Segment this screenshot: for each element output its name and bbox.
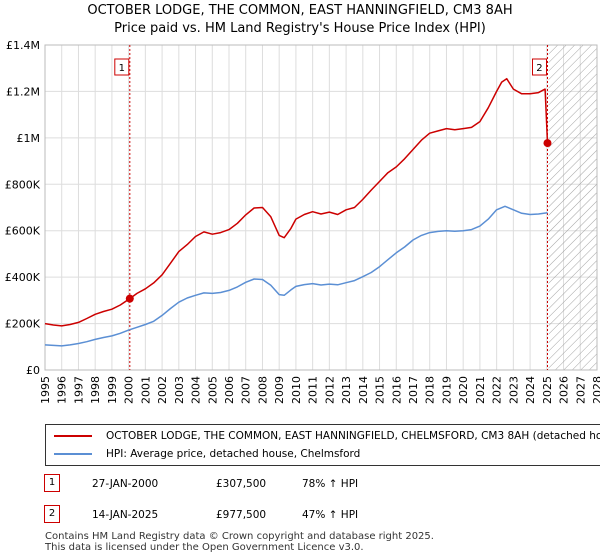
transaction-price: £977,500 (216, 509, 267, 521)
x-tick-label: 2021 (474, 376, 487, 404)
legend-swatch-property (54, 435, 92, 437)
x-tick-label: 2011 (307, 376, 320, 404)
x-tick-label: 2025 (541, 376, 554, 404)
x-tick-label: 2017 (407, 376, 420, 404)
y-tick-label: £800K (5, 178, 41, 191)
footer-line1: Contains HM Land Registry data © Crown c… (45, 531, 434, 542)
y-tick-label: £1.4M (6, 39, 40, 52)
transaction-hpi-change: 78% ↑ HPI (302, 478, 359, 490)
y-tick-label: £1.2M (6, 85, 40, 98)
x-tick-label: 2022 (491, 376, 504, 404)
footer: Contains HM Land Registry data © Crown c… (45, 531, 434, 553)
sale-point (543, 139, 552, 148)
x-tick-label: 2018 (424, 376, 437, 404)
series-line (44, 205, 548, 347)
x-tick-label: 2016 (390, 376, 403, 404)
x-tick-label: 2005 (206, 376, 219, 404)
y-tick-label: £1M (17, 132, 41, 145)
x-tick-label: 2027 (574, 376, 587, 404)
x-tick-label: 2014 (357, 376, 370, 404)
y-tick-label: £600K (5, 225, 41, 238)
x-tick-label: 2010 (290, 376, 303, 404)
x-tick-label: 2012 (323, 376, 336, 404)
transaction-price: £307,500 (216, 478, 267, 490)
footer-line2: This data is licensed under the Open Gov… (45, 542, 364, 553)
x-tick-label: 1995 (39, 376, 52, 404)
sale-point (125, 294, 134, 303)
x-tick-label: 2023 (507, 376, 520, 404)
legend-item-hpi: HPI: Average price, detached house, Chel… (54, 446, 360, 462)
y-tick-label: £0 (26, 364, 40, 377)
x-tick-label: 2006 (223, 376, 236, 404)
x-tick-label: 2009 (273, 376, 286, 404)
x-tick-label: 2002 (156, 376, 169, 404)
transaction-hpi-change: 47% ↑ HPI (302, 509, 359, 521)
x-tick-label: 2007 (240, 376, 253, 404)
x-tick-label: 2001 (139, 376, 152, 404)
x-tick-label: 2020 (457, 376, 470, 404)
price-chart: £0 £200K £400K £600K £800K £1M £1.2M £1.4M 1995 1… (5, 39, 600, 404)
transaction-badge: 2 (44, 505, 60, 523)
transaction-date: 27-JAN-2000 (92, 478, 159, 490)
legend-label-property: OCTOBER LODGE, THE COMMON, EAST HANNINGF… (106, 430, 600, 442)
series-line (44, 77, 549, 327)
x-tick-label: 2003 (173, 376, 186, 404)
x-tick-label: 1998 (89, 376, 102, 404)
y-tick-label: £400K (5, 271, 41, 284)
chart-title-line1: OCTOBER LODGE, THE COMMON, EAST HANNINGF… (87, 3, 513, 18)
x-tick-label: 2024 (524, 376, 537, 404)
marker-badge-box (114, 58, 130, 76)
x-tick-label: 2019 (440, 376, 453, 404)
x-tick-label: 2013 (340, 376, 353, 404)
x-tick-label: 1996 (56, 376, 69, 404)
legend-swatch-hpi (54, 453, 92, 455)
legend-item-property: OCTOBER LODGE, THE COMMON, EAST HANNINGF… (54, 428, 600, 444)
marker-badge-label: 2 (536, 63, 542, 74)
marker-badge-label: 1 (119, 63, 125, 74)
transaction-badge: 1 (44, 474, 60, 492)
x-tick-label: 2026 (558, 376, 571, 404)
legend: OCTOBER LODGE, THE COMMON, EAST HANNINGF… (45, 424, 600, 466)
x-tick-label: 1997 (72, 376, 85, 404)
legend-label-hpi: HPI: Average price, detached house, Chel… (106, 448, 361, 460)
x-tick-label: 2004 (190, 376, 203, 404)
marker-badge-box (531, 58, 547, 76)
transaction-date: 14-JAN-2025 (92, 509, 159, 521)
x-tick-label: 2028 (591, 376, 600, 404)
x-tick-label: 2015 (374, 376, 387, 404)
x-tick-label: 2008 (256, 376, 269, 404)
x-tick-label: 1999 (106, 376, 119, 404)
x-tick-label: 2000 (123, 376, 136, 404)
plot-area (45, 45, 597, 370)
y-tick-label: £200K (5, 318, 41, 331)
plot-frame (44, 44, 598, 371)
future-shaded-region (548, 45, 597, 370)
chart-title-line2: Price paid vs. HM Land Registry's House … (114, 21, 486, 36)
